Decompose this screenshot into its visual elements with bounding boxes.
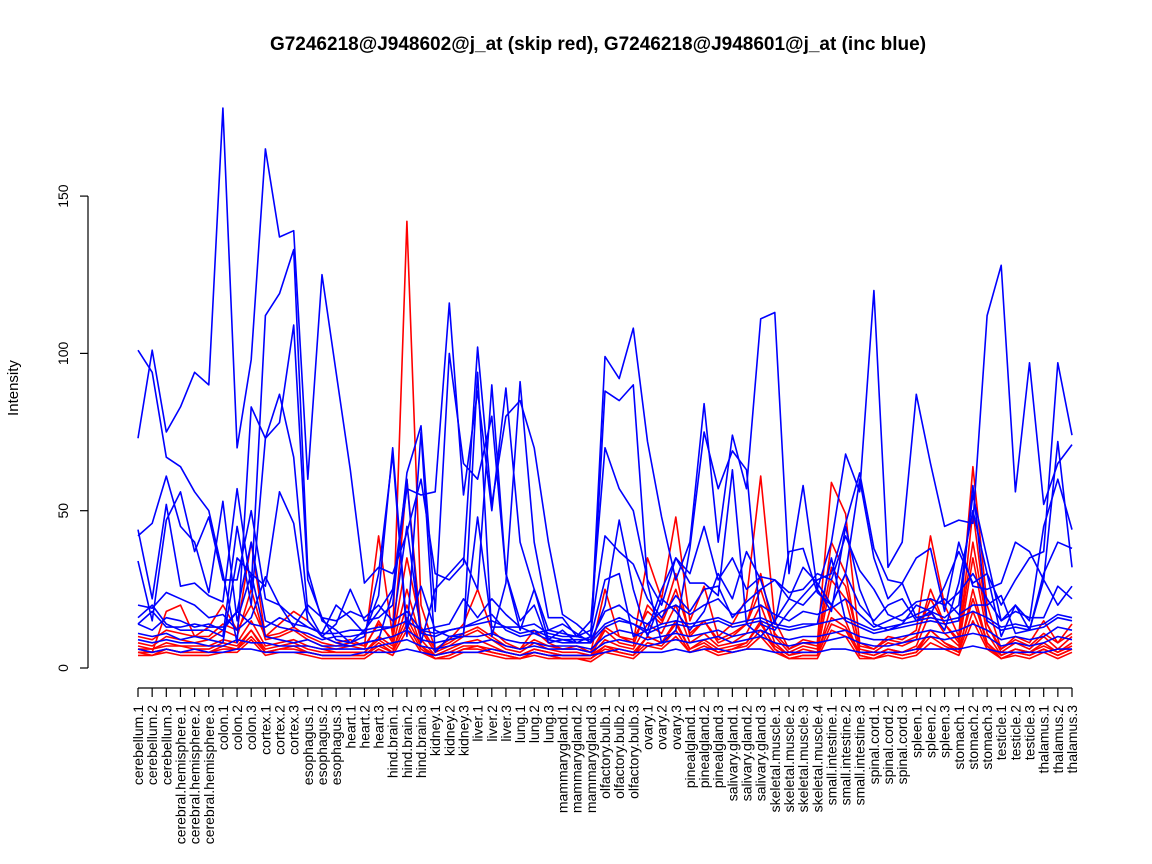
x-tick-label: skeletal.muscle.4: [809, 705, 825, 813]
x-tick-label: esophagus.3: [328, 705, 344, 785]
x-tick-label: thalamus.2: [1050, 705, 1066, 774]
x-tick-label: olfactory.bulb.1: [597, 705, 613, 799]
x-tick-label: colon.2: [229, 705, 245, 750]
x-tick-label: cortex.3: [286, 705, 302, 755]
series-line-inc-3: [137, 248, 1073, 654]
y-tick-label: 50: [55, 503, 71, 519]
series-line-inc-8: [137, 610, 1073, 641]
y-tick-label: 150: [55, 184, 71, 208]
x-tick-label: testicle.1: [993, 705, 1009, 760]
x-tick-label: hind.brain.3: [413, 705, 429, 778]
x-tick-label: pinealgland.3: [710, 705, 726, 789]
x-tick-label: ovary.2: [654, 705, 670, 750]
x-tick-label: small.intestine.3: [852, 705, 868, 806]
series-line-skip-19: [138, 610, 1073, 660]
x-tick-label: ovary.3: [668, 705, 684, 750]
series-line-inc-4: [137, 446, 1073, 638]
x-tick-label: esophagus.2: [314, 705, 330, 785]
series-line-inc-2: [137, 302, 1073, 647]
x-tick-label: testicle.2: [1007, 705, 1023, 760]
series-line-inc-10: [137, 632, 1073, 654]
x-tick-label: lung.1: [512, 705, 528, 743]
y-axis-label: Intensity: [5, 360, 22, 416]
series-line-skip-16: [137, 557, 1073, 657]
x-tick-label: skeletal.muscle.2: [781, 705, 797, 813]
x-tick-label: skeletal.muscle.1: [767, 705, 783, 813]
x-tick-label: olfactory.bulb.3: [625, 705, 641, 799]
x-tick-label: mammarygland.1: [555, 705, 571, 813]
x-tick-label: spinal.cord.1: [866, 705, 882, 785]
x-tick-label: cerebellum.3: [158, 705, 174, 785]
x-tick-label: cerebral.hemisphere.2: [187, 705, 203, 845]
chart-title: G7246218@J948602@j_at (skip red), G72462…: [270, 34, 926, 55]
x-tick-label: lung.2: [526, 705, 542, 743]
series-line-inc-1: [137, 107, 1073, 638]
x-tick-label: spinal.cord.2: [880, 705, 896, 785]
x-tick-label: stomach.2: [965, 705, 981, 770]
x-tick-label: heart.2: [356, 705, 372, 749]
x-tick-label: colon.1: [215, 705, 231, 750]
series-layer: [137, 107, 1073, 663]
x-tick-label: colon.3: [243, 705, 259, 750]
y-axis: 0 50 100 150: [55, 184, 89, 672]
x-tick-label: thalamus.1: [1036, 705, 1052, 774]
x-tick-label: kidney.1: [427, 705, 443, 756]
x-tick-label: cerebellum.2: [144, 705, 160, 785]
x-tick-label: kidney.3: [455, 705, 471, 756]
x-tick-label: cortex.2: [272, 705, 288, 755]
x-tick-label: salivary.gland.2: [739, 705, 755, 801]
x-tick-label: heart.1: [342, 705, 358, 749]
x-tick-label: pinealgland.2: [696, 705, 712, 789]
x-tick-label: salivary.gland.1: [724, 705, 740, 801]
y-tick-label: 100: [55, 342, 71, 366]
x-tick-label: skeletal.muscle.3: [795, 705, 811, 813]
x-tick-label: liver.1: [470, 705, 486, 742]
x-tick-label: stomach.3: [979, 705, 995, 770]
x-tick-label: spinal.cord.3: [894, 705, 910, 785]
x-tick-label: ovary.1: [639, 705, 655, 750]
x-tick-label: cortex.1: [257, 705, 273, 755]
x-tick-label: hind.brain.1: [385, 705, 401, 778]
x-axis: cerebellum.1cerebellum.2cerebellum.3cere…: [130, 687, 1080, 845]
y-tick-label: 0: [55, 664, 71, 672]
series-line-inc-5: [137, 324, 1073, 644]
x-tick-label: kidney.2: [441, 705, 457, 756]
x-tick-label: liver.3: [498, 705, 514, 742]
series-line-skip-13: [137, 220, 1073, 654]
x-tick-label: heart.3: [371, 705, 387, 749]
x-tick-label: spleen.3: [937, 705, 953, 758]
x-tick-label: small.intestine.2: [838, 705, 854, 806]
series-line-inc-7: [137, 572, 1073, 641]
x-tick-label: salivary.gland.3: [753, 705, 769, 801]
x-tick-label: stomach.1: [951, 705, 967, 770]
x-tick-label: spleen.1: [908, 705, 924, 758]
x-tick-label: cerebellum.1: [130, 705, 146, 785]
series-line-inc-9: [137, 557, 1073, 650]
x-tick-label: testicle.3: [1022, 705, 1038, 760]
x-tick-label: liver.2: [484, 705, 500, 742]
x-tick-label: hind.brain.2: [399, 705, 415, 778]
x-tick-label: mammarygland.3: [583, 705, 599, 813]
x-tick-label: mammarygland.2: [569, 705, 585, 813]
x-tick-label: cerebral.hemisphere.1: [172, 705, 188, 845]
x-tick-label: olfactory.bulb.2: [611, 705, 627, 799]
x-tick-label: pinealgland.1: [682, 705, 698, 789]
x-tick-label: small.intestine.1: [823, 705, 839, 806]
x-tick-label: lung.3: [540, 705, 556, 743]
x-tick-label: thalamus.3: [1064, 705, 1080, 774]
x-tick-label: spleen.2: [922, 705, 938, 758]
x-tick-label: cerebral.hemisphere.3: [201, 705, 217, 845]
series-line-inc-12: [137, 645, 1072, 657]
series-line-inc-11: [137, 484, 1073, 644]
x-tick-label: esophagus.1: [300, 705, 316, 785]
